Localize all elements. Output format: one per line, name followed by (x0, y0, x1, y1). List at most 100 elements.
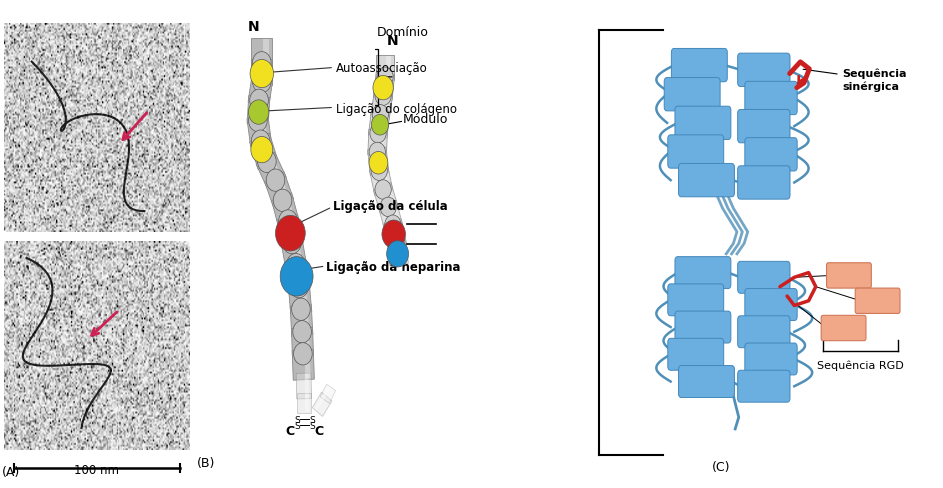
Circle shape (375, 181, 391, 200)
Circle shape (279, 210, 297, 233)
Text: S: S (309, 421, 315, 430)
FancyBboxPatch shape (737, 166, 790, 200)
Polygon shape (296, 373, 311, 399)
Circle shape (382, 221, 405, 249)
Polygon shape (389, 203, 399, 227)
FancyBboxPatch shape (671, 49, 727, 82)
Text: (A): (A) (2, 465, 20, 478)
Polygon shape (259, 99, 266, 124)
FancyBboxPatch shape (745, 289, 797, 321)
Circle shape (293, 343, 312, 365)
Polygon shape (289, 282, 312, 315)
Circle shape (249, 110, 267, 132)
Polygon shape (312, 392, 332, 417)
FancyBboxPatch shape (821, 316, 866, 341)
Polygon shape (373, 73, 395, 101)
Circle shape (371, 162, 388, 181)
Polygon shape (277, 215, 303, 249)
Polygon shape (263, 61, 269, 85)
Circle shape (287, 254, 306, 276)
Polygon shape (306, 394, 309, 412)
Polygon shape (383, 219, 406, 250)
Text: S: S (294, 421, 300, 430)
Text: Sequência
sinérgica: Sequência sinérgica (803, 69, 907, 91)
Polygon shape (381, 95, 389, 119)
Polygon shape (284, 196, 295, 224)
Text: 100 nm: 100 nm (74, 463, 119, 476)
Polygon shape (378, 201, 403, 232)
FancyBboxPatch shape (679, 164, 735, 197)
Circle shape (253, 71, 271, 94)
FancyBboxPatch shape (737, 316, 790, 348)
Circle shape (291, 299, 310, 321)
Text: Gly: Gly (867, 295, 888, 307)
Circle shape (293, 321, 311, 343)
Polygon shape (373, 183, 398, 214)
Text: Autoassociação: Autoassociação (336, 62, 428, 75)
Circle shape (372, 115, 389, 136)
Polygon shape (378, 149, 386, 173)
Polygon shape (384, 76, 391, 100)
Text: Módulo: Módulo (403, 113, 448, 126)
Circle shape (389, 234, 405, 254)
Circle shape (377, 68, 393, 87)
Polygon shape (321, 385, 336, 404)
Circle shape (369, 143, 386, 163)
FancyBboxPatch shape (668, 285, 723, 316)
Polygon shape (384, 185, 394, 209)
Circle shape (280, 257, 313, 297)
FancyBboxPatch shape (737, 262, 790, 294)
Text: Ligação do colágeno: Ligação do colágeno (336, 102, 457, 116)
Circle shape (257, 151, 276, 173)
Polygon shape (267, 156, 283, 182)
Polygon shape (368, 130, 388, 157)
Circle shape (266, 170, 285, 192)
FancyBboxPatch shape (675, 257, 731, 289)
Circle shape (372, 105, 389, 125)
Text: S: S (294, 415, 300, 424)
Polygon shape (248, 77, 273, 107)
FancyBboxPatch shape (826, 263, 871, 288)
FancyBboxPatch shape (745, 344, 797, 375)
Polygon shape (256, 153, 287, 190)
Polygon shape (394, 222, 403, 246)
FancyBboxPatch shape (855, 288, 900, 314)
Polygon shape (398, 241, 405, 264)
Circle shape (387, 241, 408, 267)
FancyBboxPatch shape (745, 82, 797, 115)
FancyBboxPatch shape (737, 110, 790, 143)
Text: N: N (387, 34, 399, 48)
Circle shape (252, 131, 270, 153)
Polygon shape (297, 261, 306, 289)
Polygon shape (261, 137, 274, 164)
Polygon shape (378, 132, 384, 155)
Polygon shape (250, 134, 278, 170)
FancyBboxPatch shape (675, 311, 731, 344)
Polygon shape (303, 306, 309, 334)
Circle shape (283, 232, 301, 254)
Text: S: S (309, 415, 315, 424)
FancyBboxPatch shape (664, 79, 720, 112)
Polygon shape (314, 394, 325, 411)
Polygon shape (297, 394, 311, 413)
Polygon shape (368, 148, 389, 176)
Polygon shape (281, 237, 306, 271)
Text: Domínio: Domínio (377, 25, 429, 39)
Polygon shape (251, 39, 273, 67)
Circle shape (275, 216, 306, 251)
Text: C: C (286, 424, 295, 437)
Polygon shape (305, 351, 310, 379)
Polygon shape (387, 57, 391, 80)
Circle shape (253, 53, 271, 75)
Polygon shape (285, 259, 310, 293)
FancyBboxPatch shape (668, 339, 723, 370)
Polygon shape (290, 305, 313, 337)
FancyBboxPatch shape (745, 139, 797, 172)
Polygon shape (291, 328, 314, 358)
Polygon shape (323, 386, 330, 399)
Circle shape (250, 90, 269, 112)
Polygon shape (263, 40, 269, 66)
Polygon shape (276, 175, 290, 203)
Circle shape (372, 76, 393, 101)
Polygon shape (304, 329, 310, 357)
